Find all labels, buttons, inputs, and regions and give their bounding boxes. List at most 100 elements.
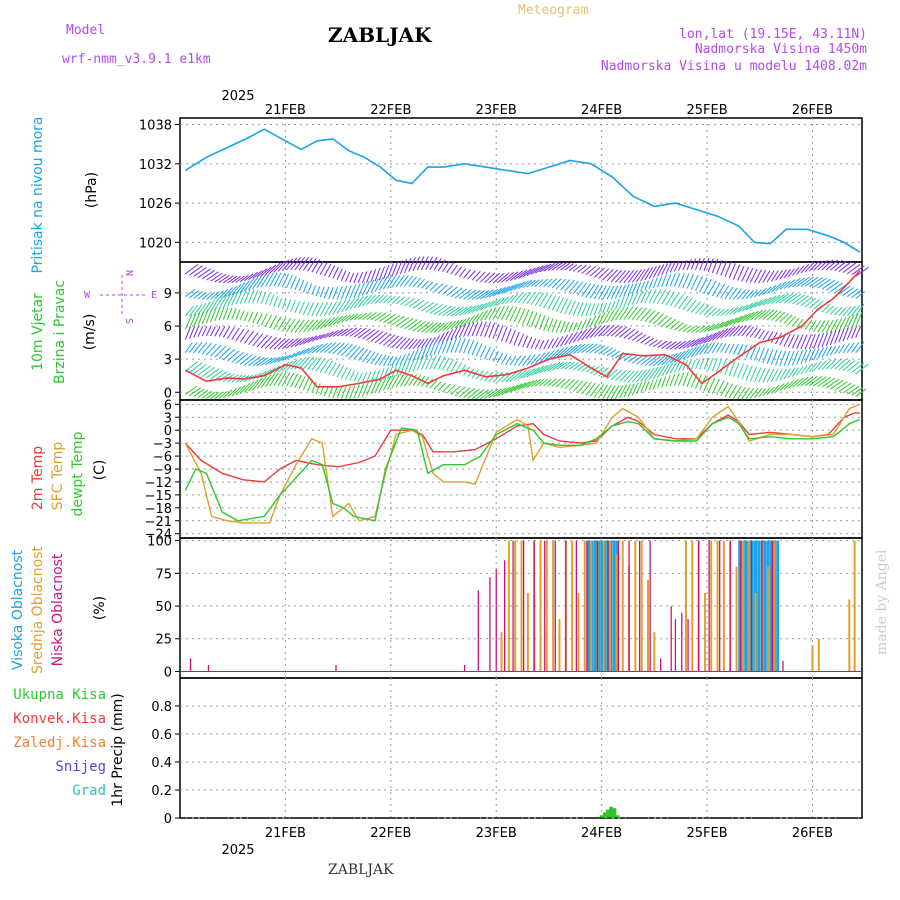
- wind-barb: [294, 319, 305, 333]
- wind-barb: [754, 309, 767, 320]
- wind-barb: [775, 368, 783, 382]
- cloud-high-label: Visoka Oblacnost: [10, 549, 26, 670]
- wind-barb: [475, 302, 488, 312]
- wind-barb: [652, 379, 658, 390]
- wind-barb: [846, 263, 861, 275]
- wind-barb: [741, 289, 751, 300]
- wind-barb: [193, 388, 205, 398]
- wind-barb: [336, 314, 347, 324]
- wind-barb: [513, 355, 522, 366]
- wind-barb: [302, 319, 314, 333]
- wind-barb: [830, 282, 843, 292]
- wind-barb: [425, 281, 434, 290]
- wind-barb: [366, 330, 380, 341]
- wind-barb: [762, 330, 770, 341]
- wind-barb: [762, 387, 771, 397]
- wind-barb: [623, 270, 635, 284]
- wind-barb: [614, 298, 620, 310]
- wind-barb: [459, 289, 472, 300]
- wind-barb: [577, 364, 586, 371]
- wind-barb: [260, 266, 272, 277]
- wind-barb: [404, 338, 414, 350]
- wind-barb: [610, 285, 619, 300]
- wind-barb: [222, 307, 229, 320]
- wind-barb: [851, 342, 860, 353]
- wind-barb: [311, 319, 323, 332]
- wind-barb: [311, 381, 317, 393]
- wind-barb: [711, 358, 718, 372]
- wind-barb: [382, 375, 392, 391]
- wind-barb: [454, 288, 468, 299]
- wind-barb: [623, 284, 630, 297]
- wind-barb: [454, 266, 462, 276]
- wind-barb: [248, 356, 261, 366]
- wind-barb: [737, 325, 747, 337]
- wind-barb: [446, 384, 456, 394]
- wind-barb: [830, 379, 844, 390]
- wind-barb: [707, 307, 717, 317]
- wind-barb: [855, 266, 869, 277]
- wind-barb: [737, 363, 745, 379]
- wind-barb: [193, 312, 201, 328]
- wind-barb: [825, 331, 833, 347]
- wind-barb: [631, 355, 644, 364]
- wind-barb: [488, 287, 503, 298]
- wind-barb: [543, 362, 557, 373]
- wind-barb: [349, 284, 357, 299]
- wind-barb: [804, 262, 815, 273]
- wind-barb: [446, 337, 453, 353]
- wind-barb: [576, 328, 588, 342]
- wind-barb: [480, 309, 488, 322]
- wind-barb: [294, 337, 306, 347]
- wind-barb: [855, 290, 866, 299]
- wind-barb: [467, 315, 475, 325]
- wind-barb: [399, 275, 409, 287]
- wind-barb: [572, 363, 583, 371]
- wind-barb: [695, 303, 706, 314]
- wind-barb: [589, 303, 596, 316]
- wind-barb: [720, 359, 727, 374]
- wind-barb: [509, 355, 517, 366]
- wind-barb: [328, 301, 338, 316]
- wind-barb: [787, 378, 799, 389]
- wind-barb: [286, 352, 296, 360]
- wind-barb: [598, 384, 608, 399]
- wind-barb: [467, 388, 480, 399]
- wind-barb: [699, 324, 711, 333]
- wind-barb: [273, 338, 286, 350]
- wind-barb: [404, 358, 411, 374]
- wind-barb: [842, 287, 855, 296]
- wind-barb: [408, 320, 422, 331]
- wind-barb: [589, 325, 602, 339]
- wind-barb: [547, 362, 561, 372]
- wind-barb: [648, 288, 657, 304]
- wind-barb: [243, 311, 249, 322]
- wind-barb: [796, 295, 809, 306]
- wind-barb: [775, 383, 785, 393]
- wind-barb: [640, 355, 653, 366]
- wind-barb: [657, 364, 666, 378]
- wind-barb: [804, 349, 812, 363]
- wind-barb: [340, 270, 347, 281]
- wind-barb: [796, 350, 804, 365]
- wind-barb: [846, 342, 855, 353]
- wind-barb: [657, 264, 665, 277]
- wind-barb: [421, 280, 429, 289]
- wind-barb: [720, 285, 730, 299]
- wind-barb: [408, 256, 416, 272]
- wind-barb: [294, 374, 302, 388]
- top-day-label: 22FEB: [370, 103, 411, 118]
- wind-barb: [636, 355, 648, 365]
- wind-barb: [319, 302, 329, 317]
- wind-barb: [543, 378, 552, 387]
- wind-barb: [416, 321, 430, 333]
- wind-barb: [522, 335, 529, 348]
- wind-barb: [458, 338, 466, 354]
- wind-barb: [391, 356, 398, 366]
- wind-barb: [201, 292, 211, 300]
- wind-barb: [210, 344, 222, 357]
- wind-barb: [370, 331, 384, 342]
- wind-barb: [834, 260, 848, 272]
- wind-barb: [589, 344, 602, 354]
- wind-barb: [391, 315, 405, 326]
